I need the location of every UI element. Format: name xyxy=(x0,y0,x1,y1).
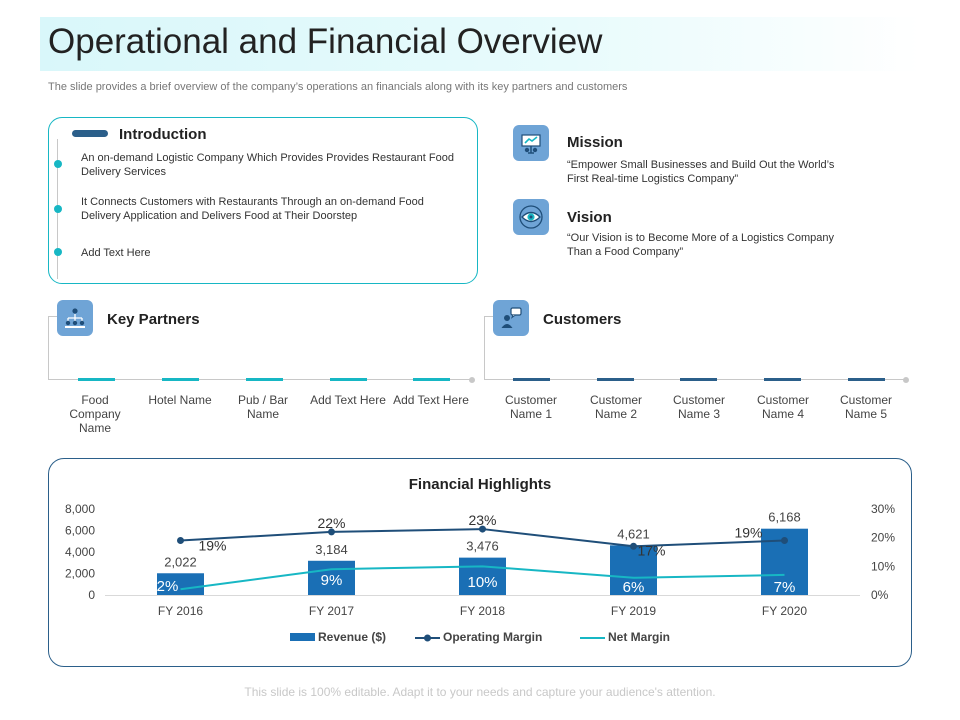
footer-note: This slide is 100% editable. Adapt it to… xyxy=(244,685,716,699)
page-title: Operational and Financial Overview xyxy=(48,22,603,61)
legend-operating-margin-marker xyxy=(424,634,431,642)
vision-text: “Our Vision is to Become More of a Logis… xyxy=(567,232,834,258)
vision-title: Vision xyxy=(567,209,612,226)
revenue-data-label: 4,621 xyxy=(617,526,650,541)
operating-margin-point xyxy=(479,525,486,533)
revenue-data-label: 6,168 xyxy=(768,510,801,525)
key-partner-marker xyxy=(246,378,283,381)
mission-text: “Empower Small Businesses and Build Out … xyxy=(567,159,835,185)
introduction-card xyxy=(48,117,478,284)
key-partner-name: Hotel Name xyxy=(148,393,212,407)
baseline-end-dot xyxy=(469,377,475,383)
operating-margin-point xyxy=(781,537,788,545)
revenue-bar xyxy=(459,557,506,595)
operating-margin-point xyxy=(328,528,335,536)
revenue-data-label: 3,184 xyxy=(315,542,348,557)
operating-margin-data-label: 19% xyxy=(734,525,762,541)
y-left-tick-label: 4,000 xyxy=(65,545,95,559)
page-subtitle: The slide provides a brief overview of t… xyxy=(48,81,628,93)
customer-name: Customer Name 5 xyxy=(839,393,892,421)
y-left-tick-label: 0 xyxy=(88,588,95,602)
net-margin-data-label: 2% xyxy=(157,578,179,595)
mission-title: Mission xyxy=(567,134,623,151)
x-tick-label: FY 2020 xyxy=(762,604,807,618)
introduction-bullet: Add Text Here xyxy=(81,247,151,259)
x-tick-label: FY 2018 xyxy=(460,604,505,618)
y-right-tick-label: 30% xyxy=(871,502,895,516)
customer-marker xyxy=(513,378,550,381)
customer-name: Customer Name 1 xyxy=(504,393,557,421)
x-tick-label: FY 2017 xyxy=(309,604,354,618)
key-partner-marker xyxy=(78,378,115,381)
x-tick-label: FY 2016 xyxy=(158,604,203,618)
introduction-bullet: It Connects Customers with Restaurants T… xyxy=(81,196,424,222)
bracket-tick xyxy=(48,316,58,317)
introduction-pill xyxy=(72,130,108,137)
introduction-title: Introduction xyxy=(119,126,207,143)
eye-icon xyxy=(513,199,549,235)
net-margin-data-label: 9% xyxy=(321,572,343,589)
operating-margin-data-label: 19% xyxy=(198,538,226,554)
customers-title: Customers xyxy=(543,311,622,328)
customer-name: Customer Name 3 xyxy=(672,393,725,421)
operating-margin-point xyxy=(630,542,637,550)
revenue-bar xyxy=(610,545,657,595)
customer-marker xyxy=(680,378,717,381)
net-margin-data-label: 7% xyxy=(774,579,796,596)
revenue-data-label: 2,022 xyxy=(164,554,197,569)
bullet-dot xyxy=(54,248,62,256)
y-left-tick-label: 6,000 xyxy=(65,524,95,538)
legend-operating-margin-label: Operating Margin xyxy=(443,630,542,644)
key-partner-marker xyxy=(330,378,367,381)
operating-margin-data-label: 17% xyxy=(637,542,665,558)
legend-net-margin-label: Net Margin xyxy=(608,630,670,644)
revenue-bar xyxy=(308,560,355,595)
customer-marker xyxy=(848,378,885,381)
revenue-bar xyxy=(157,573,204,595)
key-partner-marker xyxy=(413,378,450,381)
net-margin-data-label: 10% xyxy=(467,574,497,591)
bullet-dot xyxy=(54,205,62,213)
y-right-tick-label: 0% xyxy=(871,588,889,602)
y-left-tick-label: 2,000 xyxy=(65,567,95,581)
legend-revenue-swatch xyxy=(290,633,315,641)
baseline-end-dot xyxy=(903,377,909,383)
key-partner-name: Food Company Name xyxy=(69,393,121,435)
customer-marker xyxy=(597,378,634,381)
title-band xyxy=(40,17,920,71)
key-partners-title: Key Partners xyxy=(107,311,200,328)
financial-highlights-card xyxy=(48,458,912,667)
key-partner-marker xyxy=(162,378,199,381)
org-chart-icon xyxy=(57,300,93,336)
net-margin-line xyxy=(180,565,785,591)
legend-revenue-label: Revenue ($) xyxy=(318,630,386,644)
y-left-tick-label: 8,000 xyxy=(65,502,95,516)
revenue-data-label: 3,476 xyxy=(466,539,499,554)
operating-margin-point xyxy=(177,537,184,545)
x-tick-label: FY 2019 xyxy=(611,604,656,618)
bullet-dot xyxy=(54,160,62,168)
bracket-tick xyxy=(484,316,494,317)
customer-chat-icon xyxy=(493,300,529,336)
operating-margin-data-label: 23% xyxy=(468,512,496,528)
key-partner-name: Add Text Here xyxy=(393,393,469,407)
key-partner-name: Pub / Bar Name xyxy=(237,393,289,421)
y-right-tick-label: 20% xyxy=(871,531,895,545)
customer-marker xyxy=(764,378,801,381)
customer-name: Customer Name 2 xyxy=(589,393,642,421)
introduction-bullet: An on-demand Logistic Company Which Prov… xyxy=(81,152,454,178)
chart-title: Financial Highlights xyxy=(408,476,552,493)
operating-margin-data-label: 22% xyxy=(317,515,345,531)
key-partner-name: Add Text Here xyxy=(310,393,386,407)
net-margin-data-label: 6% xyxy=(623,579,645,596)
customer-name: Customer Name 4 xyxy=(756,393,809,421)
strategy-board-icon xyxy=(513,125,549,161)
y-right-tick-label: 10% xyxy=(871,559,895,573)
